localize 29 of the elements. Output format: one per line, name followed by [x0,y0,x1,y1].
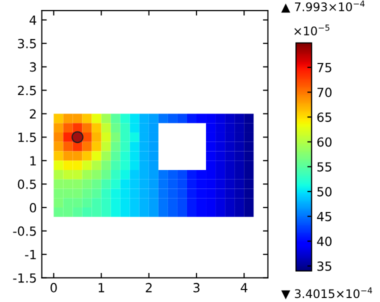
x-tick-label: 2 [146,282,152,292]
color-bar-label: 55 [317,162,332,172]
color-bar-label: 70 [317,88,332,98]
y-tick-label: 1.5 [18,132,36,142]
color-bar-label: 65 [317,112,332,122]
y-tick-label: 2 [30,109,36,118]
text: ▲ 7.993×10$^{−4}$ [281,0,365,13]
y-tick-label: 4 [30,16,36,25]
y-tick-label: 2.5 [18,86,36,96]
y-tick-label: 3.5 [18,38,36,48]
y-tick-label: 0.5 [18,180,36,189]
color-bar-label: 60 [317,137,332,147]
y-tick-label: -0.5 [13,226,36,236]
y-tick-label: 0 [30,202,36,212]
x-tick-label: 0 [50,282,57,292]
text: ▼ 3.4015×10$^{−4}$ [281,287,372,300]
color-bar-label: 35 [317,261,332,271]
color-bar-label: 40 [317,236,332,246]
x-tick-label: 1 [98,283,104,292]
x-tick-label: 4 [240,283,248,292]
color-bar-label: 45 [317,212,332,222]
y-tick-label: -1.5 [13,273,36,283]
color-bar-label: 75 [317,63,332,72]
y-tick-label: -1 [25,250,36,260]
x-tick-label: 3 [193,282,200,292]
color-bar-title: ×10$^{−5}$ [294,24,330,36]
y-tick-label: 1 [30,156,36,166]
y-tick-label: 3 [30,62,36,72]
color-bar-label: 50 [317,186,332,196]
